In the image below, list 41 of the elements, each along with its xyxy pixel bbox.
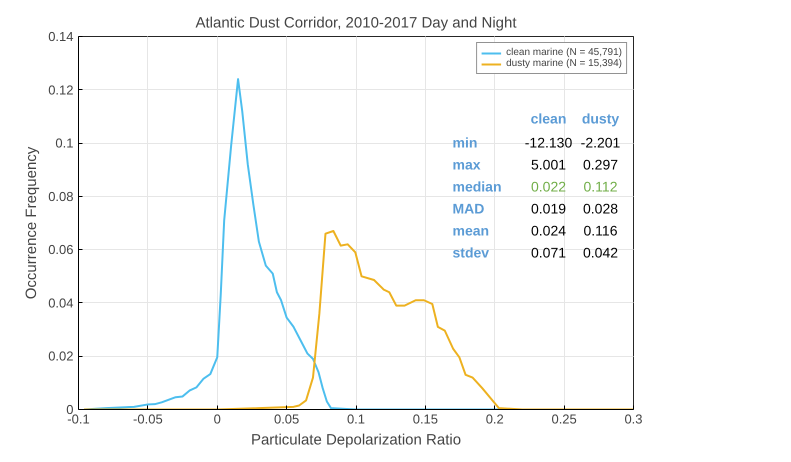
x-tick-label: 0 [214, 412, 221, 426]
annotation: MAD [452, 200, 484, 216]
annotation: -12.130 [524, 134, 572, 150]
x-tick-label: 0.05 [274, 412, 300, 426]
x-tick-label: 0.2 [486, 412, 504, 426]
annotation: -2.201 [580, 134, 621, 150]
annotation: 0.112 [584, 178, 618, 194]
x-tick-label: 0.1 [346, 412, 366, 426]
annotation: min [452, 134, 478, 150]
annotation: 0.042 [582, 244, 618, 260]
annotation: 0.022 [530, 178, 566, 194]
y-tick-label: 0.08 [48, 188, 74, 204]
annotation: dusty [582, 110, 620, 126]
y-tick-label: 0.02 [48, 348, 74, 364]
y-tick-label: 0.12 [48, 82, 74, 98]
annotation: stdev [452, 244, 490, 260]
annotation: 5.001 [530, 156, 566, 172]
annotation: 0.024 [530, 222, 566, 238]
legend-label: clean marine (N = 45,791) [506, 47, 622, 58]
annotation: clean [530, 110, 566, 126]
y-axis-title: Occurrence Frequency [23, 146, 40, 300]
x-tick-label: 0.3 [624, 412, 643, 426]
y-tick-label: 0.14 [48, 29, 74, 44]
y-tick-label: 0.04 [48, 295, 74, 310]
annotation: median [452, 178, 502, 194]
legend-label: dusty marine (N = 15,394) [506, 58, 622, 69]
annotation: mean [452, 222, 490, 238]
chart-title: Atlantic Dust Corridor, 2010-2017 Day and Night [195, 14, 518, 32]
annotation: 0.028 [582, 200, 618, 216]
annotation: 0.297 [582, 156, 618, 172]
x-tick-label: 0.25 [551, 412, 577, 426]
annotation: 0.019 [530, 200, 566, 216]
x-tick-label: 0.15 [412, 412, 438, 426]
annotation: max [452, 156, 481, 172]
annotation: 0.071 [530, 244, 566, 260]
x-axis-title: Particulate Depolarization Ratio [250, 432, 462, 448]
x-tick-label: -0.05 [133, 412, 163, 426]
y-tick-label: 0.1 [55, 136, 74, 151]
annotation: 0.116 [584, 222, 618, 238]
y-tick-label: 0.06 [48, 242, 74, 258]
y-tick-label: 0 [66, 402, 74, 417]
